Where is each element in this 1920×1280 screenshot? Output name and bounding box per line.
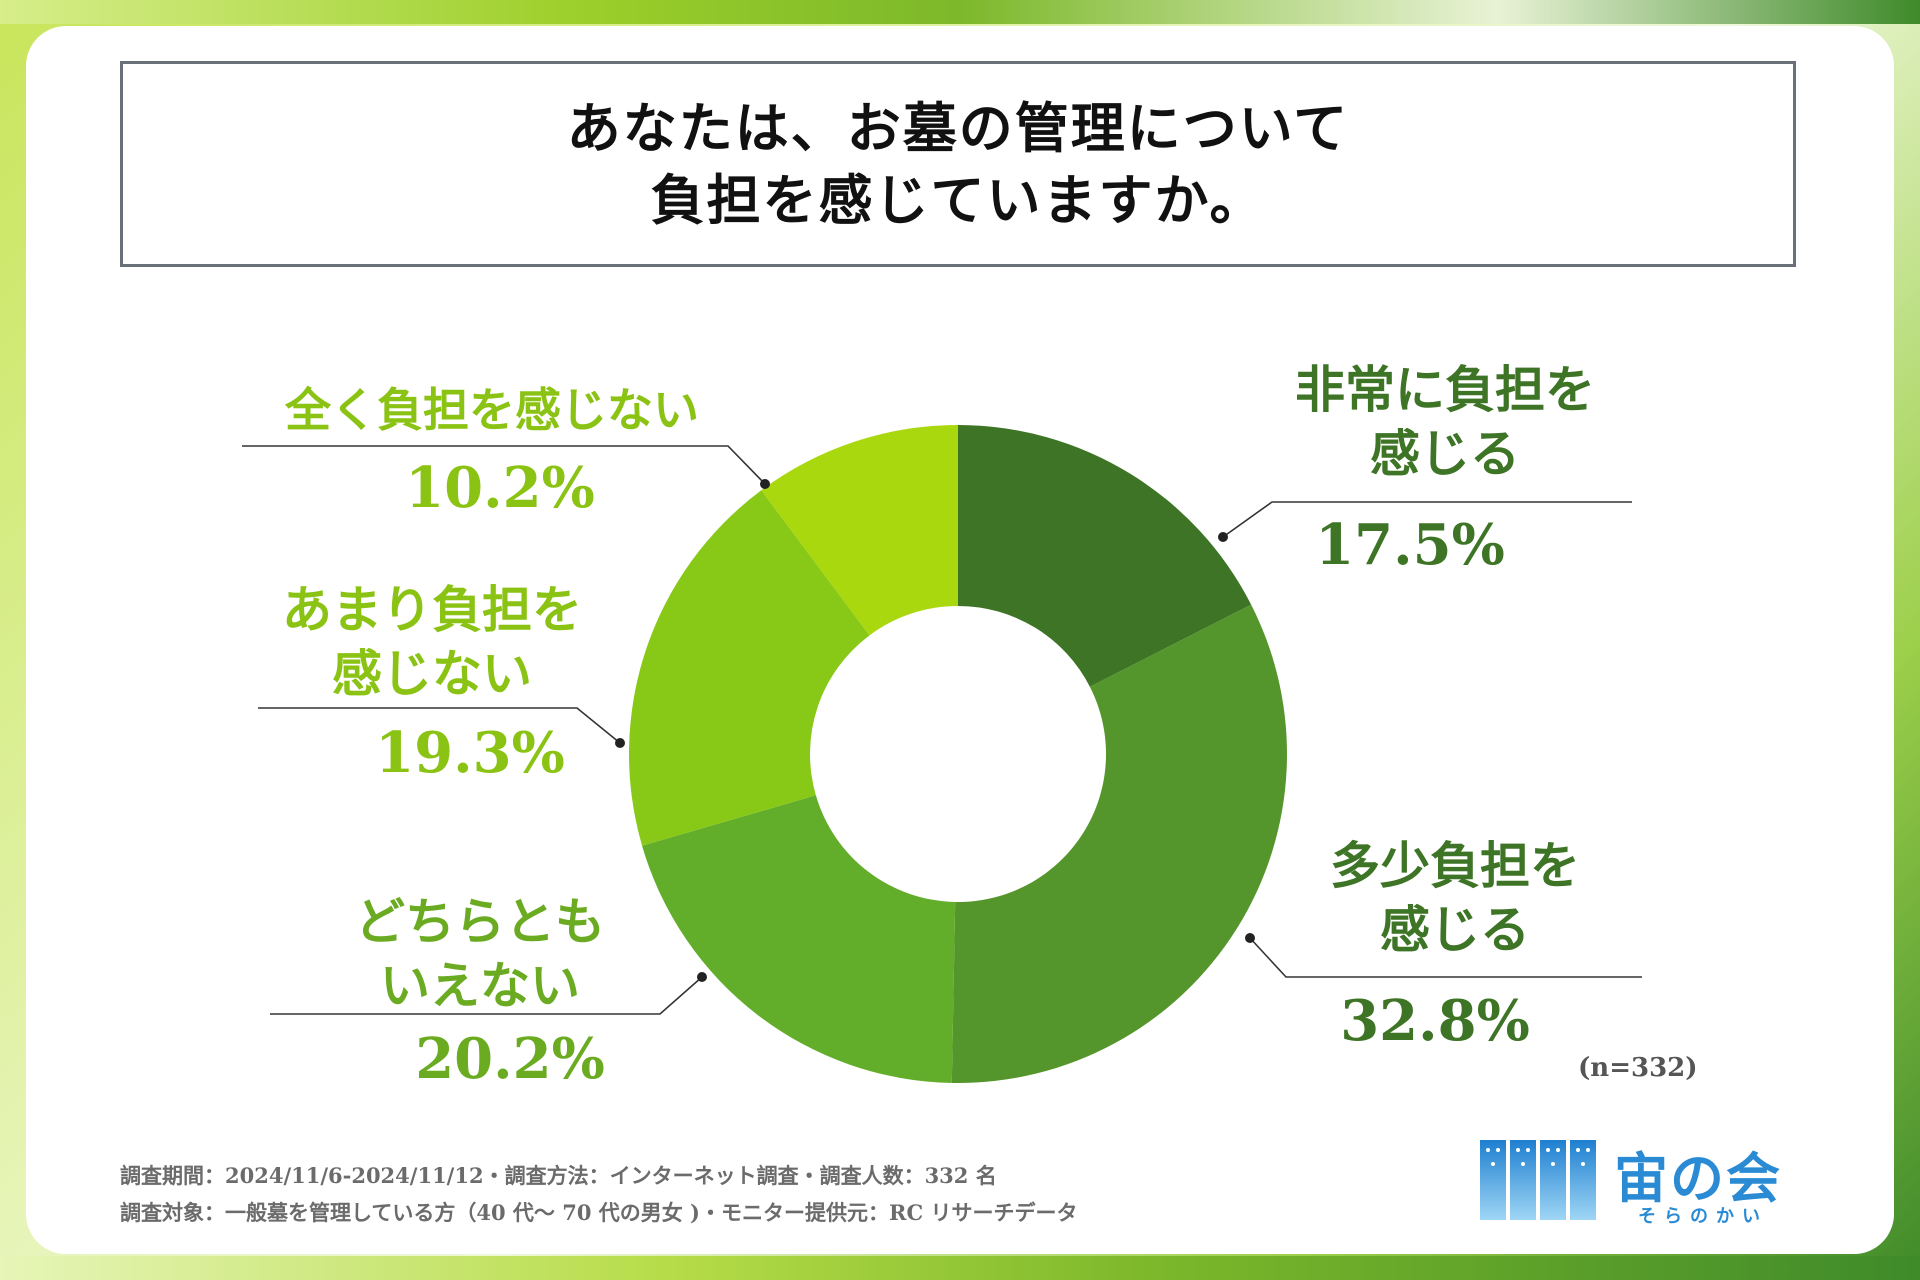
footnote-line-2: 調査対象：一般墓を管理している方（40 代～ 70 代の男女 )・モニター提供元…: [120, 1200, 1078, 1225]
leader-not-at-all: [242, 445, 766, 485]
dot-somewhat-burden: [1245, 933, 1255, 943]
label-neither: どちらとも いえない: [320, 890, 640, 1018]
pct-not-much: 19.3%: [375, 720, 565, 786]
dot-neither: [697, 972, 707, 982]
label-somewhat-burden-line1: 多少負担を: [1330, 837, 1580, 895]
slice-4: [628, 490, 870, 846]
sample-size: (n=332): [1578, 1053, 1698, 1083]
slice-3: [642, 795, 956, 1083]
label-not-much-line2: 感じない: [332, 645, 532, 703]
label-not-at-all-line1: 全く負担を感じない: [285, 383, 699, 437]
pct-very-burden: 17.5%: [1315, 512, 1505, 578]
label-very-burden: 非常に負担を 感じる: [1260, 358, 1630, 486]
dot-not-at-all: [760, 479, 770, 489]
leader-somewhat-burden: [1249, 937, 1642, 978]
pct-neither: 20.2%: [415, 1026, 605, 1092]
label-neither-line1: どちらとも: [355, 893, 605, 951]
footnote-line-1: 調査期間：2024/11/6-2024/11/12・調査方法：インターネット調査…: [120, 1163, 997, 1188]
label-neither-line2: いえない: [380, 957, 580, 1015]
label-somewhat-burden-line2: 感じる: [1380, 901, 1530, 959]
leader-very-burden: [1222, 501, 1632, 538]
leader-lines: [242, 445, 1642, 1015]
label-not-much-line1: あまり負担を: [282, 581, 582, 639]
leader-dots: [615, 479, 1255, 982]
logo-name: 宙の会: [1614, 1147, 1782, 1210]
label-not-much: あまり負担を 感じない: [262, 578, 602, 706]
label-very-burden-line1: 非常に負担を: [1295, 361, 1595, 419]
top-gradient-band: [0, 0, 1920, 24]
slice-2: [951, 604, 1288, 1083]
label-somewhat-burden: 多少負担を 感じる: [1280, 834, 1630, 962]
pct-somewhat-burden: 32.8%: [1340, 988, 1530, 1054]
dot-not-much: [615, 738, 625, 748]
logo-mark-icon: [1480, 1140, 1596, 1220]
title-line-1: あなたは、お墓の管理について: [566, 96, 1350, 160]
title-box: あなたは、お墓の管理について 負担を感じていますか。: [120, 61, 1796, 267]
leader-not-much: [258, 707, 621, 744]
pct-not-at-all: 10.2%: [405, 455, 595, 521]
bottom-gradient-band: [0, 1256, 1920, 1280]
logo-reading: そらのかい: [1638, 1206, 1768, 1227]
dot-very-burden: [1218, 532, 1228, 542]
label-not-at-all: 全く負担を感じない: [262, 378, 722, 442]
title-line-2: 負担を感じていますか。: [650, 168, 1266, 232]
slice-5: [761, 425, 958, 636]
logo: 宙の会 そらのかい: [1478, 1134, 1808, 1230]
leader-neither: [270, 976, 703, 1015]
label-very-burden-line2: 感じる: [1370, 425, 1520, 483]
slice-1: [958, 425, 1252, 687]
donut-slices: [628, 425, 1288, 1083]
